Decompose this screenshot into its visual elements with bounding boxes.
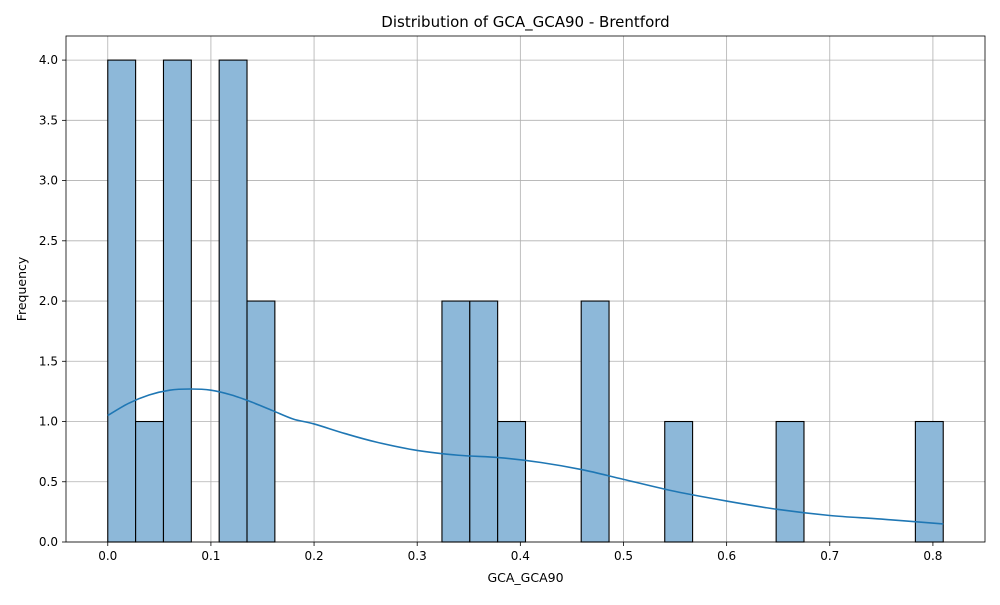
x-axis-label: GCA_GCA90 (487, 570, 563, 585)
histogram-bar (135, 420, 165, 543)
x-tick-label: 0.5 (614, 549, 633, 563)
histogram-bar (775, 420, 805, 543)
histogram-bar (162, 59, 192, 543)
x-axis-ticks: 0.0 0.1 0.2 0.3 0.4 0.5 0.6 0.7 0.8 (98, 542, 942, 563)
histogram-bar (107, 59, 137, 543)
histogram-bar (497, 420, 527, 543)
histogram-bars (107, 59, 944, 543)
x-tick-label: 0.0 (98, 549, 117, 563)
y-tick-label: 3.0 (39, 174, 58, 188)
y-axis-label: Frequency (14, 256, 29, 321)
x-tick-label: 0.2 (305, 549, 324, 563)
histogram-bar (218, 59, 248, 543)
y-tick-label: 3.5 (39, 113, 58, 127)
histogram-bar (246, 300, 276, 543)
chart-title: Distribution of GCA_GCA90 - Brentford (381, 13, 669, 32)
x-tick-label: 0.4 (511, 549, 530, 563)
y-axis-ticks: 0.0 0.5 1.0 1.5 2.0 2.5 3.0 3.5 4.0 (39, 53, 66, 549)
kde-curve (107, 388, 944, 525)
histogram-bar (469, 300, 499, 543)
y-tick-label: 4.0 (39, 53, 58, 67)
y-tick-label: 2.5 (39, 234, 58, 248)
y-tick-label: 0.0 (39, 535, 58, 549)
x-tick-label: 0.3 (408, 549, 427, 563)
y-tick-label: 1.0 (39, 415, 58, 429)
x-tick-label: 0.1 (201, 549, 220, 563)
histogram-bar (441, 300, 471, 543)
y-tick-label: 2.0 (39, 294, 58, 308)
y-tick-label: 1.5 (39, 354, 58, 368)
plot-frame (65, 35, 986, 543)
x-tick-label: 0.6 (717, 549, 736, 563)
y-tick-label: 0.5 (39, 475, 58, 489)
histogram-bar (664, 420, 694, 543)
x-tick-label: 0.7 (820, 549, 839, 563)
histogram-bar (580, 300, 610, 543)
x-tick-label: 0.8 (923, 549, 942, 563)
